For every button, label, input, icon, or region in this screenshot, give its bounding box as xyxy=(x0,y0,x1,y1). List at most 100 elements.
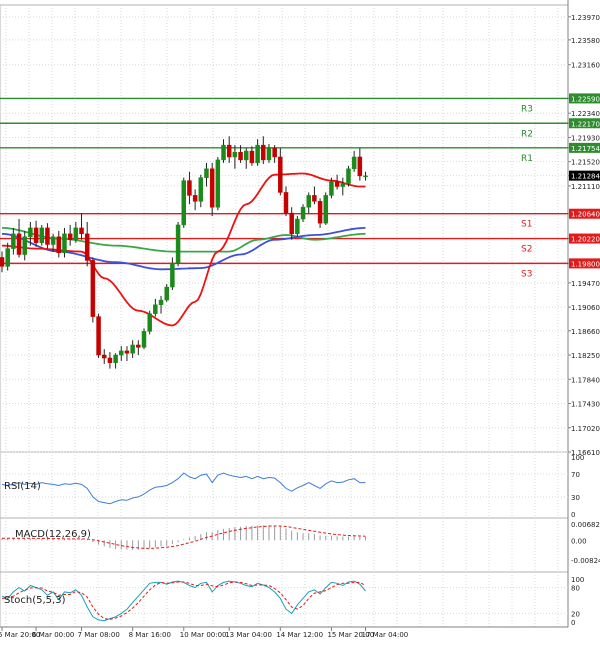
level-price-label: 1.22170 xyxy=(571,120,600,128)
level-price-label: 1.22590 xyxy=(571,95,600,103)
y-tick-label: 1.18660 xyxy=(571,328,600,336)
candle-bullish xyxy=(73,227,79,240)
stoch-signal-line xyxy=(1,581,366,620)
rsi-y-tick-label: 0 xyxy=(571,511,575,519)
x-tick-label: 14 Mar 12:00 xyxy=(276,631,323,639)
candle-bearish xyxy=(84,233,90,261)
candle-bullish xyxy=(363,175,368,178)
candle-bearish xyxy=(187,180,192,196)
level-price-box xyxy=(569,208,600,219)
candle-bullish xyxy=(5,248,10,267)
candle-bullish xyxy=(243,150,249,161)
stoch-y-tick-label: 20 xyxy=(571,610,580,618)
x-tick-label: 5 Mar 20:00 xyxy=(0,631,40,639)
y-tick-label: 1.21930 xyxy=(571,134,600,142)
rsi-line xyxy=(1,472,366,505)
candle-bullish xyxy=(232,151,238,158)
candle-bearish xyxy=(357,156,363,177)
candle-bearish xyxy=(96,316,101,356)
y-tick-label: 1.17430 xyxy=(571,401,600,409)
candle-bullish xyxy=(204,168,209,178)
level-price-box xyxy=(569,233,600,244)
candle-bearish xyxy=(0,257,5,267)
candle-bullish xyxy=(323,195,329,224)
candle-bullish xyxy=(11,233,16,249)
candle-bullish xyxy=(300,206,306,220)
candle-bullish xyxy=(119,350,124,356)
x-tick-label: 15 Mar 20:00 xyxy=(327,631,374,639)
y-tick-label: 1.17020 xyxy=(571,425,600,433)
candle-bullish xyxy=(113,354,118,363)
candle-bearish xyxy=(283,192,289,214)
candle-bearish xyxy=(79,227,84,235)
y-tick-label: 1.16610 xyxy=(571,449,600,457)
stoch-label: Stoch(5,5,3) xyxy=(4,595,66,606)
candle-bullish xyxy=(255,144,260,164)
candle-bearish xyxy=(312,195,317,202)
level-name-s1: S1 xyxy=(521,220,532,230)
candle-bearish xyxy=(209,168,215,208)
candle-bullish xyxy=(164,286,169,301)
candle-bullish xyxy=(215,159,221,208)
stoch-y-tick-label: 80 xyxy=(571,585,580,593)
candle-bullish xyxy=(329,181,334,196)
candle-bearish xyxy=(317,201,323,224)
panel-macd xyxy=(0,517,569,573)
rsi-y-tick-label: 70 xyxy=(571,471,580,479)
candle-bullish xyxy=(181,180,187,226)
rsi-label: RSI(14) xyxy=(4,481,41,492)
candle-bullish xyxy=(62,233,67,253)
level-name-r3: R3 xyxy=(521,104,533,114)
x-tick-label: 6 Mar 00:00 xyxy=(32,631,74,639)
macd-y-tick-label: 0.00 xyxy=(571,537,587,545)
candle-bullish xyxy=(147,313,152,332)
candle-bearish xyxy=(107,357,113,363)
y-tick-label: 1.19470 xyxy=(571,280,600,288)
stoch-y-tick-label: 0 xyxy=(571,619,575,627)
level-price-box xyxy=(569,93,600,104)
candle-bullish xyxy=(198,177,204,202)
rsi-y-tick-label: 30 xyxy=(571,494,580,502)
candle-bearish xyxy=(278,156,283,193)
x-tick-label: 7 Mar 08:00 xyxy=(78,631,120,639)
candle-bullish xyxy=(295,218,300,235)
candle-bullish xyxy=(130,344,135,354)
panel-main xyxy=(0,4,569,453)
candle-bearish xyxy=(249,150,255,164)
level-price-label: 1.20220 xyxy=(571,236,600,244)
y-tick-label: 1.22340 xyxy=(571,110,600,118)
candle-bearish xyxy=(272,147,277,158)
panel-rsi xyxy=(0,451,569,519)
candle-bullish xyxy=(158,299,164,306)
candle-bearish xyxy=(90,260,96,317)
candle-bearish xyxy=(136,344,141,348)
y-tick-label: 1.21110 xyxy=(571,183,600,191)
current-price-box xyxy=(569,170,600,181)
candle-bullish xyxy=(351,156,357,170)
panel-stoch xyxy=(0,571,569,628)
y-tick-label: 1.17840 xyxy=(571,376,600,384)
candle-bearish xyxy=(261,144,266,161)
candle-bullish xyxy=(175,224,181,264)
level-name-s3: S3 xyxy=(521,269,532,279)
candle-bullish xyxy=(346,168,351,184)
macd-label: MACD(12,26,9) xyxy=(15,529,91,540)
candle-bullish xyxy=(28,227,33,238)
candle-bearish xyxy=(238,151,243,161)
candle-bearish xyxy=(192,195,198,202)
rsi-y-tick-label: 100 xyxy=(571,454,584,462)
candle-bearish xyxy=(33,227,39,243)
candle-bearish xyxy=(56,236,62,253)
y-tick-label: 1.18250 xyxy=(571,352,600,360)
candle-bullish xyxy=(141,331,147,348)
x-tick-label: 10 Mar 00:00 xyxy=(180,631,227,639)
candle-bullish xyxy=(50,236,56,245)
candle-bullish xyxy=(153,304,158,314)
candle-bullish xyxy=(39,227,45,243)
y-tick-label: 1.23160 xyxy=(571,62,600,70)
candle-bearish xyxy=(101,354,107,359)
candle-bullish xyxy=(266,147,272,161)
level-price-box xyxy=(569,142,600,153)
x-tick-label: 13 Mar 04:00 xyxy=(225,631,272,639)
